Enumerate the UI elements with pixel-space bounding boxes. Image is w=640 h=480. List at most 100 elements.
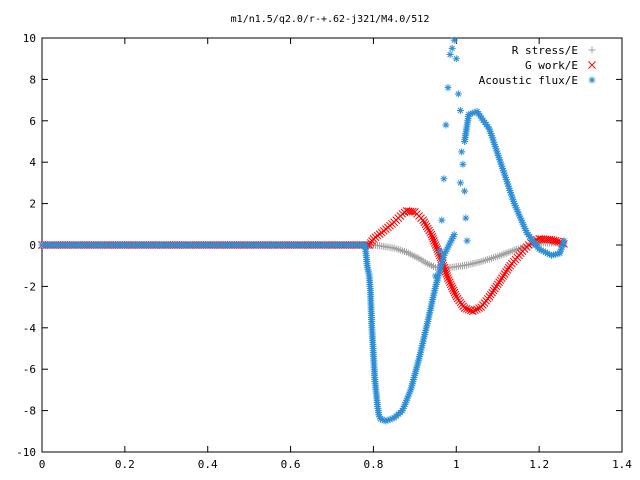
data-point [432,243,441,251]
data-point [435,270,443,278]
x-tick-label: 0 [39,458,46,471]
data-points [38,36,568,425]
data-point [403,396,411,404]
data-point [509,195,517,203]
data-point [507,191,515,199]
y-tick-label: -10 [16,446,36,459]
data-point [469,109,477,117]
data-point [550,251,558,259]
data-point [465,111,473,119]
data-point [441,249,449,257]
data-point [450,288,459,297]
data-point [485,125,493,133]
data-point [557,245,565,253]
data-point [420,333,428,341]
data-point [422,222,431,231]
data-point [421,328,429,336]
data-point [537,246,545,254]
data-point [438,216,446,224]
data-point [501,171,509,179]
y-tick-label: 4 [29,156,36,169]
data-point [436,247,444,255]
data-point [556,249,564,257]
data-point [557,247,565,255]
data-point [398,407,406,415]
data-point [486,127,494,135]
data-point [411,369,419,377]
data-point [427,230,436,239]
data-point [409,376,417,384]
data-point [459,160,467,168]
x-tick-label: 0.2 [115,458,135,471]
data-point [442,270,451,278]
data-point [559,239,567,247]
data-point [456,106,464,114]
data-point [462,214,470,222]
data-point [539,247,547,255]
data-point [454,90,462,98]
data-point [406,388,414,396]
data-point [514,208,522,216]
data-point [418,344,426,352]
data-point [451,290,460,299]
data-point [409,378,417,386]
data-point [553,237,562,246]
data-point [445,278,454,287]
data-point [421,331,429,339]
data-point [440,251,448,259]
data-point [408,382,416,390]
data-point [488,132,496,140]
data-point [414,359,422,367]
legend-marker [588,61,596,69]
data-point [469,307,477,316]
data-point [507,189,515,197]
data-point [448,235,456,243]
data-point [505,184,513,192]
data-point [506,186,514,194]
data-point [559,241,567,249]
data-point [517,214,524,222]
data-point [417,348,425,356]
data-point [417,346,425,354]
data-point [426,228,435,237]
data-point [495,154,503,162]
data-point [450,36,458,44]
data-point [449,286,458,295]
data-point [430,239,439,247]
data-point [421,220,430,229]
data-point [504,180,512,188]
data-point [376,413,384,421]
data-point [447,282,456,291]
data-point [450,231,458,239]
data-point [461,187,469,195]
legend: R stress/E G work/E Acoustic flux/E [479,44,596,87]
data-point [449,233,457,241]
data-point [516,212,524,220]
data-point [552,250,560,258]
data-point [462,305,471,313]
y-tick-label: 6 [29,115,36,128]
data-point [458,148,466,156]
y-tick-label: -8 [23,405,36,418]
data-point [438,260,446,268]
data-point [447,237,455,245]
y-tick-label: -2 [23,280,36,293]
data-point [429,234,437,243]
data-point [433,278,441,286]
data-point [375,411,383,419]
data-point [471,306,479,315]
data-point [541,248,549,256]
data-point [440,175,448,183]
data-point [444,84,452,92]
data-point [493,147,501,155]
data-point [518,218,526,226]
data-point [448,44,456,52]
data-point [433,276,441,284]
chart-title: m1/n1.5/q2.0/r-+.62-j321/M4.0/512 [231,14,430,25]
x-tick-label: 1.4 [612,458,632,471]
data-point [422,324,430,332]
data-point [439,255,447,263]
y-tick-label: 0 [29,239,36,252]
data-point [432,272,440,280]
